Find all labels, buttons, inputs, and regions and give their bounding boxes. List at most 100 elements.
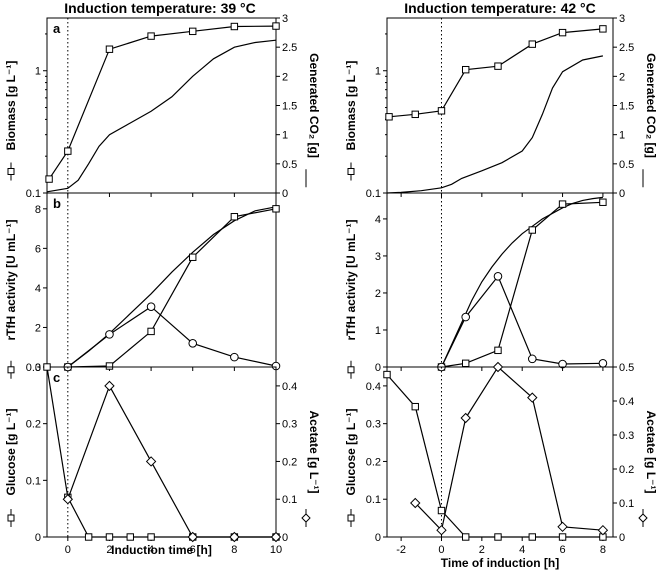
left-panel-0-legend-left-marker [7, 168, 15, 175]
right-panel-0-y2tick-label: 2.5 [619, 42, 634, 54]
right-panel-2-series-acetate-point [436, 524, 447, 536]
left-panel-0-y2tick-label: 3 [282, 13, 288, 25]
left-panel-2-series-acetate-point [62, 494, 74, 505]
right-panel-2-series-glucose-point [437, 506, 446, 515]
left-panel-2-legend-right-marker [301, 513, 311, 523]
left-panel-2-ytick-label: 0.2 [26, 419, 41, 431]
left-xtick-label: 0 [65, 544, 71, 556]
right-panel-0-y2tick-label: 3 [619, 13, 625, 25]
left-panel-2-legend-left-marker [7, 514, 15, 522]
left-panel-2-ylabel-left: Glucose [g L⁻¹] [4, 408, 18, 495]
right-panel-2-ytick-label: 0 [375, 532, 381, 544]
right-panel-0-y2tick-label: 0.5 [619, 159, 634, 171]
left-panel-2-frame [46, 366, 277, 538]
left-xlabel: Induction time [h] [111, 543, 212, 557]
right-panel-1-ytick-label: 3 [375, 251, 381, 263]
right-panel-2-y2tick-label: 0.1 [619, 498, 634, 510]
right-panel-1-series-rtfh-square-point [599, 198, 607, 206]
right-panel-1-series-rtfh-square-point [528, 226, 536, 234]
left-panel-1-ytick-label: 4 [35, 283, 41, 295]
right-panel-1-ylabel-left: rTfH activity [U mL⁻¹] [344, 219, 358, 340]
left-panel-2-series-glucose-point [43, 363, 51, 371]
right-panel-2-y2tick-label: 0.5 [619, 362, 634, 374]
right-panel-0-series-biomass-point [494, 62, 502, 70]
right-panel-1-series-rtfh-circle-point [598, 358, 608, 368]
right-xtick-label: 6 [559, 544, 565, 556]
right-panel-2-ylabel-left: Glucose [g L⁻¹] [344, 408, 358, 495]
left-panel-2-y2tick-label: 0.3 [282, 419, 297, 431]
right-xtick-label: 4 [519, 544, 525, 556]
right-panel-0-y2tick-label: 0 [619, 188, 625, 200]
left-panel-0-ytick-label: 0.1 [26, 188, 41, 200]
left-panel-0-label: a [53, 21, 61, 36]
right-panel-0-series-biomass-point [528, 40, 536, 48]
left-panel-2-series-acetate-line [67, 384, 276, 538]
left-panel-0-series-biomass-point [230, 22, 239, 31]
left-panel-2-series-acetate-point [145, 456, 157, 467]
right-panel-1-series-rtfh-circle-point [558, 359, 567, 369]
left-panel-2-label: c [53, 370, 60, 385]
left-panel-1-series-rtfh-square-point [230, 213, 239, 221]
right-panel-2-series-acetate-point [460, 412, 471, 424]
right-panel-0-ytick-label: 1 [375, 66, 381, 78]
left-panel-0-series-biomass-point [105, 45, 114, 53]
left-panel-2-series-glucose-point [105, 533, 114, 541]
left-panel-1-ytick-label: 0 [35, 362, 41, 374]
left-panel-1-ytick-label: 6 [35, 243, 41, 255]
right-panel-1-ytick-label: 2 [375, 288, 381, 300]
right-panel-1-series-rtfh-total-line [440, 196, 603, 368]
right-panel-1-series-rtfh-square-point [494, 346, 502, 355]
right-panel-2-ytick-label: 0.3 [366, 419, 381, 431]
right-panel-2-series-acetate-point [492, 361, 504, 373]
right-panel-1-series-rtfh-square-point [558, 200, 567, 208]
left-panel-2-series-acetate-point [187, 531, 198, 543]
right-panel-2-series-glucose-point [461, 533, 470, 541]
right-panel-1-series-rtfh-square-line [441, 201, 603, 368]
right-panel-2-legend-right-marker [638, 513, 648, 523]
right-panel-2-y2tick-label: 0 [619, 532, 625, 544]
right-panel-0-ylabel-left: Biomass [g L⁻¹] [344, 61, 358, 151]
right-xlabel: Time of induction [h] [441, 556, 559, 570]
left-panel-0-y2tick-label: 0 [282, 188, 288, 200]
left-panel-2-series-acetate-point [104, 380, 115, 392]
left-panel-0-y2tick-label: 2.5 [282, 42, 297, 54]
right-panel-1-ytick-label: 4 [375, 214, 381, 226]
left-panel-2-series-acetate-point [229, 531, 240, 543]
left-panel-0-series-biomass-point [45, 175, 53, 183]
right-panel-2-series-glucose-point [411, 402, 419, 411]
left-panel-2-ytick-label: 0.1 [26, 475, 41, 487]
left-panel-1-ytick-label: 8 [35, 204, 41, 216]
right-panel-2-y2tick-label: 0.3 [619, 430, 634, 442]
right-panel-1-ytick-label: 1 [375, 325, 381, 337]
right-panel-0-series-generated-co2-line [386, 55, 604, 194]
left-panel-0-ylabel-right: Generated CO₂ [g] [307, 53, 321, 158]
left-panel-1-series-rtfh-circle-point [146, 302, 156, 311]
right-panel-0-ylabel-right: Generated CO₂ [g] [644, 53, 658, 158]
left-panel-1-series-rtfh-square-line [67, 208, 277, 368]
left-panel-2-ytick-label: 0 [35, 532, 41, 544]
left-panel-2-series-glucose-point [84, 533, 93, 541]
right-panel-1-series-rtfh-circle-point [493, 271, 503, 281]
right-panel-2-series-acetate-point [597, 524, 609, 536]
left-panel-1-series-rtfh-square-point [147, 327, 155, 336]
right-panel-2-series-acetate-point [410, 497, 421, 509]
right-panel-0-series-biomass-point [411, 110, 419, 119]
right-panel-0-series-biomass-point [599, 25, 607, 33]
left-panel-2-y2tick-label: 0.4 [282, 381, 297, 393]
left-panel-2-y2tick-label: 0 [282, 532, 288, 544]
left-panel-1-series-rtfh-circle-point [188, 338, 198, 348]
right-panel-2-y2tick-label: 0.2 [619, 464, 634, 476]
right-panel-0-y2tick-label: 2 [619, 71, 625, 83]
right-panel-0-y2tick-label: 1.5 [619, 101, 634, 113]
right-panel-1-series-rtfh-square-point [461, 359, 470, 367]
right-panel-2-ytick-label: 0.4 [366, 381, 381, 393]
left-panel-0-series-biomass-point [272, 22, 280, 30]
right-panel-2-ylabel-right: Acetate [g L⁻¹] [644, 410, 658, 493]
right-panel-0-series-biomass-point [437, 107, 446, 115]
right-panel-1-series-rtfh-circle-point [527, 354, 537, 364]
right-panel-2-frame [386, 366, 614, 538]
left-panel-0-y2tick-label: 2 [282, 71, 288, 83]
left-panel-0-y2tick-label: 1 [282, 130, 288, 142]
right-panel-0-y2tick-label: 1 [619, 130, 625, 142]
